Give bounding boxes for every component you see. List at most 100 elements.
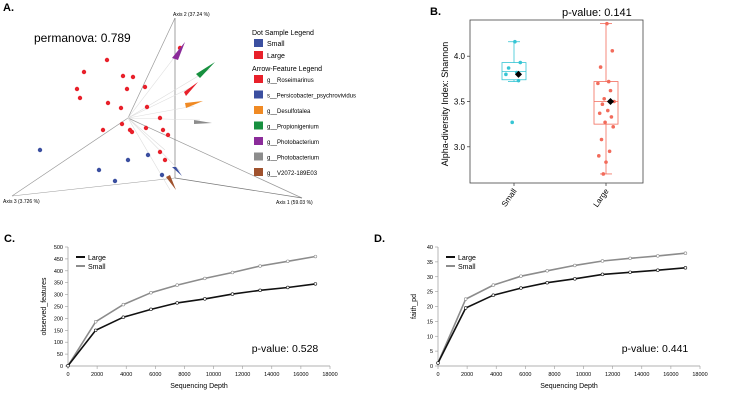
panel-label: D. [374,233,385,245]
large-sample-dot [165,132,171,138]
series-point [436,361,440,365]
series-point [286,285,290,290]
sample-point [603,120,607,125]
y-axis-label: faith_pd [411,294,418,319]
small-sample-dot [159,172,165,178]
arrow-legend-label: g__Propionigenium [267,125,319,131]
y-tick-label: 4.0 [454,52,466,61]
sample-point [597,154,601,158]
feature-arrow [172,42,185,60]
sample-point [612,99,616,104]
pcoa-biplot: A. permanova: 0.789 Axis 2 (37.24 %) Axi… [3,2,356,206]
sample-point [516,78,521,83]
x-tick-label: Large [592,187,611,209]
sample-point [604,160,608,164]
series-point [656,268,660,272]
axis-1-line [127,117,303,199]
legend-label: Large [88,255,106,262]
arrow-legend-swatch [254,121,263,130]
large-sample-dot [130,74,136,80]
x-tick-label: 12000 [605,372,620,378]
feature-ray [127,117,201,121]
observed-features-rarefaction: C. 0 50 100 150 200 250 300 350 400 450 500 0 2000 400… [4,233,338,390]
large-sample-dot [157,149,163,155]
y-tick-label: 350 [54,281,63,287]
arrow-legend-swatch [254,75,263,83]
large-sample-dot [77,95,83,101]
sample-point [611,125,615,129]
arrow-legend-swatch [254,137,263,145]
arrow-legend-label: g__Photobacterium [267,156,319,162]
y-tick-label: 20 [427,305,433,311]
panel-b: B. p-value: 0.141 Alpha-diversity Index:… [430,0,740,215]
small-sample-dot [37,147,43,153]
series-point [286,259,290,263]
series-point [121,315,126,319]
sample-point [609,115,614,119]
y-tick-label: 25 [427,290,433,296]
large-sample-dot [160,127,166,133]
x-tick-label: 18000 [322,372,337,378]
legend-label: Small [458,264,476,271]
arrow-legend-label: g__Desulfotalea [267,109,311,115]
x-axis-label: Sequencing Depth [540,383,598,390]
sample-point [608,88,613,93]
arrow-legend-label: s__Persicobacter_psychrovividus [267,94,356,100]
panel-c: C. 0 50 100 150 200 250 300 350 400 450 500 0 2000 400… [0,230,370,402]
large-sample-dot [144,104,150,110]
large-sample-dot [120,73,126,79]
y-tick-label: 50 [57,352,63,358]
arrow-legend-label: g__Photobacterium [267,140,319,146]
sample-point [518,60,523,65]
series-point [628,256,632,261]
series-line [437,252,686,364]
mean-marker [514,70,523,78]
x-tick-label: 14000 [634,372,649,378]
small-sample-dot [96,167,102,173]
feature-ray [127,117,181,172]
panel-d: D. 0 5 10 15 20 25 30 35 40 0 2000 4000 6000 8000 10000… [370,230,740,402]
large-sample-dot [105,100,111,106]
y-tick-label: 150 [54,328,63,334]
y-axis-label: Alpha-diversity Index: Shannon [440,42,450,167]
series-point [149,290,153,295]
y-tick-label: 400 [54,269,63,275]
axis-2-label: Axis 2 (37.24 %) [173,12,210,18]
dot-legend-title: Dot Sample Legend [252,30,314,37]
arrow-legend-swatch [254,152,263,161]
series-point [573,277,577,281]
feature-ray [127,68,211,119]
panel-label: C. [4,233,15,245]
series-point [93,320,98,324]
feature-ray [127,105,195,119]
x-tick-label: 4000 [490,372,502,378]
large-sample-dot [81,69,87,75]
sample-point [601,172,606,176]
permanova-text: permanova: 0.789 [34,31,131,45]
series-point [573,263,577,268]
feature-arrow [185,101,203,108]
sample-point [598,65,603,69]
y-tick-label: 0 [60,364,63,370]
series-point [313,254,318,259]
series-point [519,274,523,278]
large-sample-dot [118,105,124,111]
panel-b-label: B. [430,6,441,18]
series-point [175,301,179,305]
x-tick-label: 0 [66,372,69,378]
large-sample-dot [104,57,110,63]
x-tick-label: 0 [436,372,439,378]
large-sample-dot [143,125,149,131]
x-tick-label: 6000 [149,372,161,378]
feature-arrow [172,167,182,176]
dot-legend-label: Large [267,53,285,60]
x-axis-label: Sequencing Depth [170,383,228,390]
sample-point [504,72,508,77]
series-point [258,288,262,293]
legend-label: Large [458,255,476,262]
series-point [230,270,235,275]
large-sample-dot [157,115,163,121]
y-axis-label: observed_features [41,277,48,335]
dot-legend-swatch [254,51,263,59]
y-tick-label: 35 [427,260,433,266]
